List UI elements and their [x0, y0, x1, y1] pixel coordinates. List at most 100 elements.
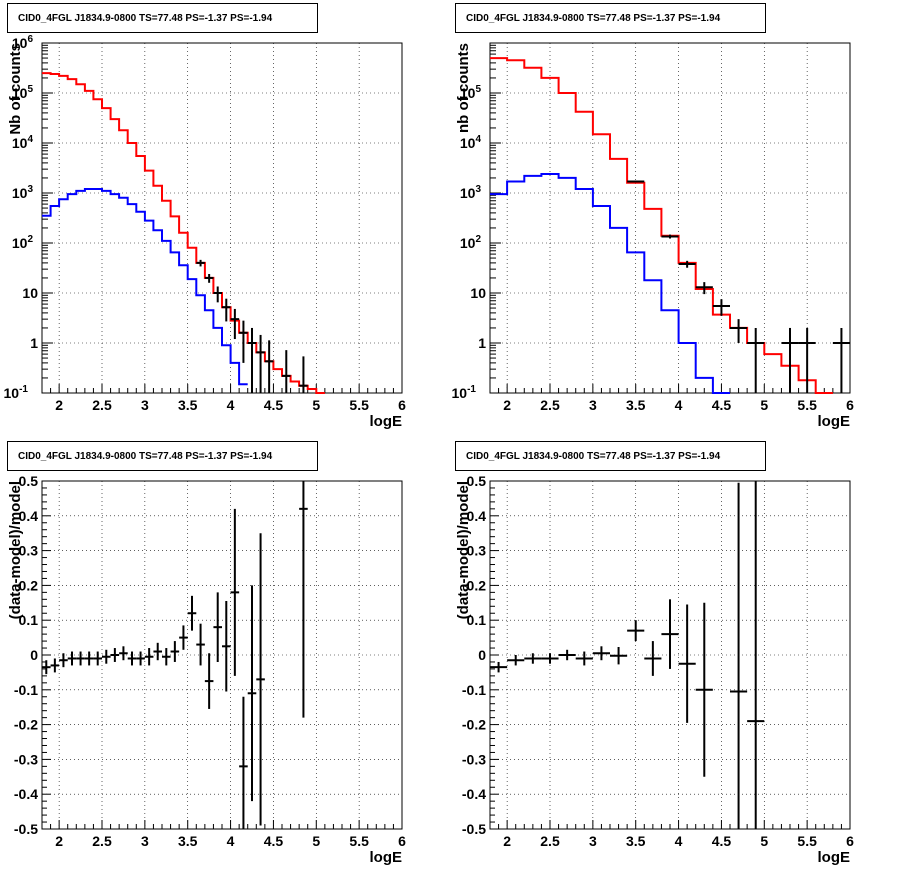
panel-1: 2 2.5 3 3.5 4 4.5 5 5.5 610-1110102103104105logE… [452, 42, 854, 430]
x-tick-label: 4.5 [712, 833, 732, 849]
x-tick-label: 6 [846, 397, 854, 413]
y-tick-label: 0.1 [467, 612, 487, 628]
y-tick-exponent: 5 [475, 84, 481, 95]
x-tick-label: 5 [312, 833, 320, 849]
y-tick-label: 10-1 [4, 384, 29, 401]
x-ticks [41, 820, 403, 829]
y-tick-label: -0.1 [14, 682, 38, 698]
y-tick-label: -0.5 [14, 821, 38, 837]
x-tick-label: 5.5 [349, 833, 369, 849]
y-axis-title: nb of counts [455, 43, 472, 133]
grid [42, 480, 403, 830]
y-tick-base: 10 [452, 385, 468, 401]
x-tick-label: 2.5 [540, 397, 560, 413]
y-tick-label: 1 [30, 335, 38, 351]
x-tick-label: 4 [675, 397, 683, 413]
y-ticks [490, 480, 499, 830]
y-tick-exponent: 2 [475, 234, 481, 245]
y-tick-label: 0.1 [19, 612, 39, 628]
y-tick-label: 1 [478, 335, 486, 351]
y-tick-base: 10 [12, 235, 28, 251]
y-tick-label: 10 [470, 285, 486, 301]
data-points [196, 259, 308, 393]
y-tick-label: 0.4 [467, 508, 487, 524]
x-tick-label: 2 [503, 833, 511, 849]
x-axis-title: logE [818, 849, 851, 866]
x-tick-label: 3 [589, 833, 597, 849]
x-tick-label: 5.5 [349, 397, 369, 413]
x-axis-title: logE [818, 413, 851, 430]
y-axis-title: Nb of counts [7, 43, 24, 135]
x-tick-label: 2 [55, 397, 63, 413]
y-tick-exponent: 2 [27, 234, 33, 245]
x-tick-label: 3.5 [178, 833, 198, 849]
x-tick-label: 4.5 [264, 397, 284, 413]
y-tick-label: 0.3 [467, 543, 487, 559]
y-tick-exponent: 4 [27, 134, 33, 145]
x-ticks [489, 384, 851, 393]
panel-title-bottom-right: CID0_4FGL J1834.9-0800 TS=77.48 PS=-1.37… [455, 441, 766, 471]
x-tick-label: 5 [312, 397, 320, 413]
y-tick-label: 10-1 [452, 384, 477, 401]
y-tick-label: -0.3 [462, 751, 486, 767]
y-tick-label: 104 [12, 134, 34, 151]
y-ticks [42, 480, 51, 830]
residual-points [42, 481, 308, 829]
model-histogram [42, 72, 325, 394]
x-tick-label: 5.5 [797, 833, 817, 849]
x-axis-title: logE [370, 413, 403, 430]
y-tick-label: 0.5 [19, 473, 39, 489]
x-tick-label: 3.5 [626, 833, 646, 849]
source-histogram [42, 188, 248, 386]
x-ticks [41, 384, 403, 393]
y-axis-title: (data-model)/model [7, 481, 24, 619]
y-tick-label: 0.4 [19, 508, 39, 524]
panel-3: 2 2.5 3 3.5 4 4.5 5 5.5 6 -0.5 -0.4 -0.3 -0.2 -0.1 0 0.… [455, 473, 854, 866]
y-tick-label: -0.2 [14, 717, 38, 733]
grid [490, 42, 851, 394]
y-tick-exponent: 3 [27, 184, 33, 195]
y-tick-label: -0.4 [462, 786, 486, 802]
y-tick-label: 0.2 [467, 577, 487, 593]
y-tick-label: 0 [30, 647, 38, 663]
x-tick-label: 5 [760, 397, 768, 413]
y-tick-exponent: 4 [475, 134, 481, 145]
x-ticks [489, 820, 851, 829]
x-tick-label: 5 [760, 833, 768, 849]
y-tick-label: -0.3 [14, 751, 38, 767]
y-tick-base: 10 [4, 385, 20, 401]
y-ticks [42, 42, 53, 394]
x-tick-label: 4 [675, 833, 683, 849]
y-tick-label: 0.3 [19, 543, 39, 559]
y-tick-label: 0.2 [19, 577, 39, 593]
y-tick-label: 103 [460, 184, 482, 201]
x-tick-label: 3.5 [178, 397, 198, 413]
y-tick-label: -0.4 [14, 786, 38, 802]
model-histogram [490, 57, 833, 394]
x-tick-label: 6 [846, 833, 854, 849]
x-tick-label: 4.5 [712, 397, 732, 413]
y-ticks [490, 42, 501, 394]
y-tick-base: 10 [12, 135, 28, 151]
panel-2: 2 2.5 3 3.5 4 4.5 5 5.5 6 -0.5 -0.4 -0.3 -0.2 -0.1 0 0.… [7, 473, 406, 866]
panel-0: 2 2.5 3 3.5 4 4.5 5 5.5 610-1110102103104105106l… [4, 34, 407, 430]
x-tick-label: 4 [227, 833, 235, 849]
y-tick-base: 10 [460, 185, 476, 201]
x-tick-label: 3 [141, 397, 149, 413]
y-tick-label: 10 [22, 285, 38, 301]
y-tick-label: 106 [12, 34, 34, 51]
y-tick-exponent: 3 [475, 184, 481, 195]
y-tick-base: 10 [12, 85, 28, 101]
y-tick-label: -0.5 [462, 821, 486, 837]
data-points [627, 180, 850, 393]
plot-frame [489, 42, 851, 394]
x-tick-label: 3 [141, 833, 149, 849]
x-tick-label: 3 [589, 397, 597, 413]
residual-points [490, 481, 765, 829]
y-tick-exponent: -1 [467, 384, 476, 395]
x-tick-label: 4 [227, 397, 235, 413]
y-tick-label: 103 [12, 184, 34, 201]
x-tick-label: 3.5 [626, 397, 646, 413]
y-tick-label: -0.1 [462, 682, 486, 698]
